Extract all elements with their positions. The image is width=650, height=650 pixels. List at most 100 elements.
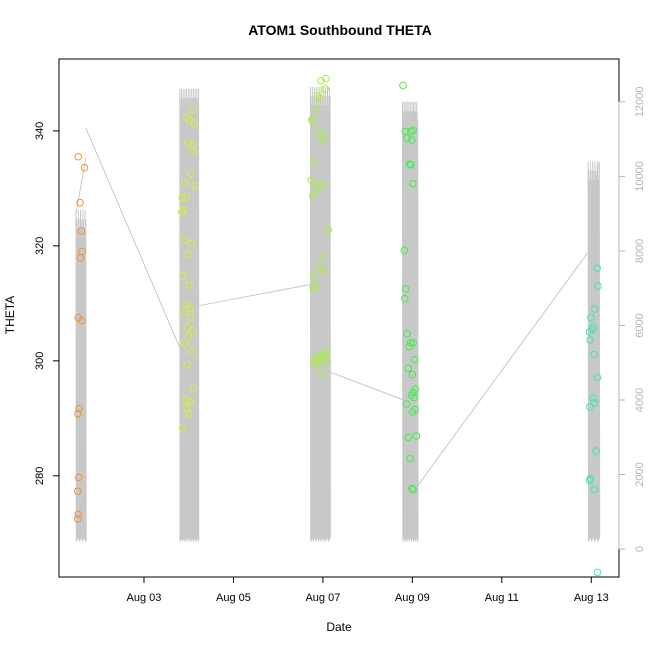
data-point-profile-4 (409, 485, 418, 494)
data-point-profile-2 (187, 347, 196, 355)
data-point-profile-3 (308, 116, 317, 125)
data-point-profile-4 (406, 339, 415, 347)
trace-connector-1 (85, 127, 181, 349)
y-tick-label: 280 (34, 467, 46, 485)
trace-profile-3 (309, 86, 331, 542)
data-point-profile-3 (308, 192, 317, 200)
data-point-profile-4 (402, 400, 411, 408)
data-point-profile-2 (181, 236, 189, 244)
trace-connector-6 (417, 250, 590, 486)
data-point-profile-2 (181, 396, 190, 404)
y2-tick-label: 12000 (634, 87, 646, 118)
data-point-profile-2 (189, 384, 197, 393)
data-point-profile-1 (80, 163, 89, 172)
data-point-profile-3 (309, 158, 318, 167)
data-point-profile-1 (76, 198, 84, 207)
data-point-profile-4 (404, 433, 413, 442)
data-point-profile-5 (592, 447, 601, 455)
data-point-profile-4 (408, 484, 416, 493)
y2-tick-label: 8000 (634, 239, 646, 263)
trace-profile-5 (587, 161, 601, 542)
trace-drift-3 (309, 146, 331, 304)
data-point-profile-1 (78, 316, 86, 325)
data-point-profile-3 (317, 77, 325, 85)
scatter-points-layer (74, 74, 602, 577)
data-point-profile-2 (183, 250, 192, 258)
data-point-profile-2 (178, 424, 187, 432)
data-point-profile-1 (74, 487, 82, 496)
y-tick-label: 300 (34, 352, 46, 370)
data-point-profile-2 (177, 208, 186, 216)
data-point-profile-2 (189, 327, 197, 335)
data-point-profile-5 (590, 399, 599, 407)
data-point-profile-3 (320, 266, 329, 275)
data-point-profile-2 (179, 205, 188, 214)
data-point-profile-5 (590, 485, 599, 494)
x-tick-label: Aug 11 (485, 592, 519, 604)
trace-profile-4 (402, 101, 419, 542)
data-point-profile-2 (187, 169, 195, 178)
trace-drift-5 (587, 161, 600, 222)
data-point-profile-5 (593, 568, 602, 577)
data-point-profile-2 (185, 304, 194, 313)
data-point-profile-5 (594, 282, 602, 290)
data-point-profile-3 (313, 359, 322, 368)
data-point-profile-3 (317, 369, 326, 378)
data-point-profile-4 (406, 454, 414, 463)
data-point-profile-4 (400, 246, 409, 255)
chart-title: ATOM1 Southbound THETA (248, 22, 432, 38)
x-tick-label: Aug 07 (305, 592, 340, 604)
data-point-profile-4 (401, 127, 410, 136)
x-tick-label: Aug 05 (216, 592, 251, 604)
data-point-profile-2 (187, 313, 195, 322)
x-tick-label: Aug 13 (574, 592, 609, 604)
data-point-profile-2 (188, 106, 197, 114)
data-point-profile-4 (401, 294, 409, 303)
data-point-profile-2 (190, 119, 198, 128)
y-axis-left: 280 300 320 340 (34, 122, 60, 485)
data-point-profile-4 (407, 391, 416, 400)
y-axis-right: 0 2000 4000 6000 8000 10000 12000 (618, 87, 646, 552)
data-point-profile-3 (307, 176, 316, 185)
data-point-profile-3 (315, 94, 324, 102)
y2-tick-label: 4000 (634, 388, 646, 412)
data-point-profile-4 (403, 330, 411, 338)
data-point-profile-4 (399, 81, 407, 90)
data-point-profile-5 (589, 394, 597, 403)
y-axis-label: THETA (3, 296, 17, 334)
data-point-profile-5 (587, 313, 595, 322)
data-point-profile-5 (585, 476, 594, 485)
data-point-profile-4 (401, 285, 410, 293)
data-point-profile-2 (191, 181, 199, 190)
trace-connector-5 (415, 399, 419, 486)
data-point-profile-4 (412, 432, 421, 440)
data-point-profile-1 (74, 409, 82, 418)
data-point-profile-1 (76, 254, 85, 262)
data-point-profile-3 (320, 136, 328, 144)
data-point-profile-4 (410, 393, 418, 402)
data-point-profile-3 (324, 226, 333, 234)
data-point-profile-2 (184, 332, 193, 340)
data-point-profile-4 (407, 161, 415, 169)
data-point-profile-1 (74, 473, 83, 482)
trace-drift-1 (75, 157, 87, 214)
data-point-profile-4 (405, 342, 414, 351)
y2-tick-label: 10000 (634, 161, 646, 192)
data-point-profile-1 (77, 227, 86, 235)
data-point-profile-2 (180, 339, 188, 348)
data-point-profile-5 (591, 305, 599, 313)
data-point-profile-5 (590, 350, 598, 359)
data-point-profile-4 (408, 408, 417, 416)
data-point-profile-2 (182, 193, 191, 202)
data-point-profile-2 (185, 397, 194, 406)
data-point-profile-5 (593, 373, 602, 382)
data-point-profile-3 (309, 359, 318, 367)
y-tick-label: 340 (34, 122, 46, 140)
data-point-profile-2 (183, 361, 192, 369)
data-point-profile-3 (322, 74, 330, 83)
data-point-profile-3 (311, 105, 320, 113)
data-point-profile-4 (409, 126, 418, 135)
data-point-profile-3 (310, 272, 319, 281)
data-point-profile-4 (403, 134, 411, 143)
